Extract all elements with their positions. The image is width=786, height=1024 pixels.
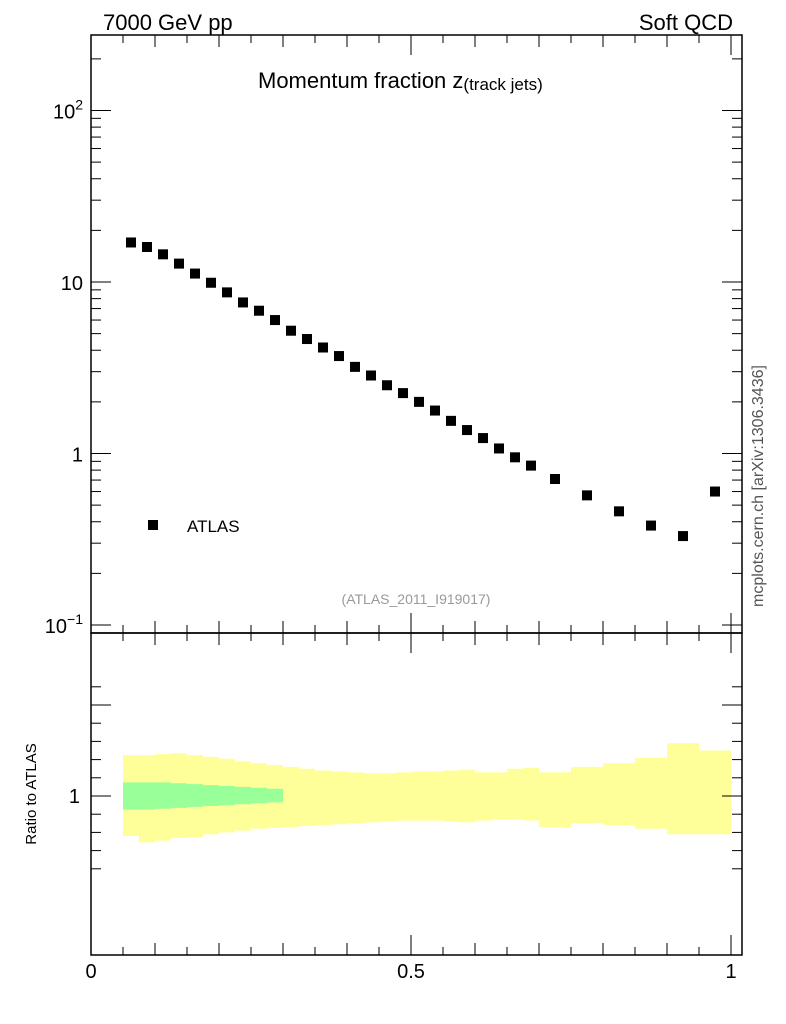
data-point (550, 474, 560, 485)
chart-title-subscript: (track jets) (463, 75, 542, 94)
y-tick-label: 10−1 (45, 611, 83, 638)
data-point (382, 380, 392, 391)
header-right-label: Soft QCD (639, 10, 733, 35)
data-point (366, 370, 376, 381)
side-reference-label: mcplots.cern.ch [arXiv:1306.3436] (750, 365, 767, 607)
data-point (614, 506, 624, 517)
data-point (710, 486, 720, 497)
x-tick-label: 0.5 (397, 961, 425, 983)
ratio-uncertainty-band-inner (123, 782, 283, 810)
data-point (270, 315, 280, 326)
data-point (478, 433, 488, 444)
main-x-ticks (90, 35, 732, 633)
ratio-plot-frame (90, 632, 743, 956)
data-point (398, 388, 408, 399)
data-point (414, 396, 424, 407)
data-point (646, 520, 656, 531)
x-tick-label: 0 (85, 961, 96, 983)
data-point (238, 297, 248, 308)
x-tick-label: 1 (725, 961, 736, 983)
data-point (510, 452, 520, 463)
data-point (126, 237, 136, 248)
chart-title-symbol: z (452, 68, 463, 93)
ratio-y-tick-label: 1 (69, 786, 80, 808)
ratio-tick-labels: 10 0.5 1 (69, 786, 737, 983)
data-point (174, 258, 184, 269)
data-point (142, 241, 152, 252)
inner-band-area (123, 782, 283, 810)
data-point (318, 342, 328, 353)
chart-title-main: Momentum fraction (258, 68, 452, 93)
data-point (678, 531, 688, 542)
data-point (430, 405, 440, 416)
legend-label-atlas: ATLAS (187, 517, 240, 536)
legend-marker-atlas (148, 520, 158, 530)
atlas-data-points (126, 237, 720, 542)
y-tick-label: 102 (53, 97, 83, 124)
data-point (254, 305, 264, 316)
data-point (494, 443, 504, 454)
data-point (582, 490, 592, 501)
data-point (350, 361, 360, 372)
ratio-y-axis-label: Ratio to ATLAS (23, 743, 40, 844)
y-tick-label: 1 (72, 445, 83, 467)
y-tick-label: 10 (61, 273, 83, 295)
data-point (206, 277, 216, 288)
main-plot-frame (90, 34, 743, 634)
data-point (190, 268, 200, 279)
data-point (446, 415, 456, 426)
data-point (526, 460, 536, 471)
chart-title: Momentum fraction z(track jets) (258, 68, 543, 94)
data-point (222, 287, 232, 298)
main-y-tick-labels: 10−1 1 10 102 (45, 97, 83, 639)
data-point (302, 334, 312, 345)
data-point (334, 351, 344, 362)
data-point (286, 325, 296, 336)
main-y-ticks (91, 58, 742, 626)
analysis-id-label: (ATLAS_2011_I919017) (342, 591, 491, 607)
header-left-label: 7000 GeV pp (103, 10, 233, 35)
data-point (158, 249, 168, 260)
data-point (462, 425, 472, 436)
outer-band-area (123, 743, 731, 843)
ratio-ticks (90, 633, 742, 955)
ratio-uncertainty-band-outer (123, 743, 731, 843)
